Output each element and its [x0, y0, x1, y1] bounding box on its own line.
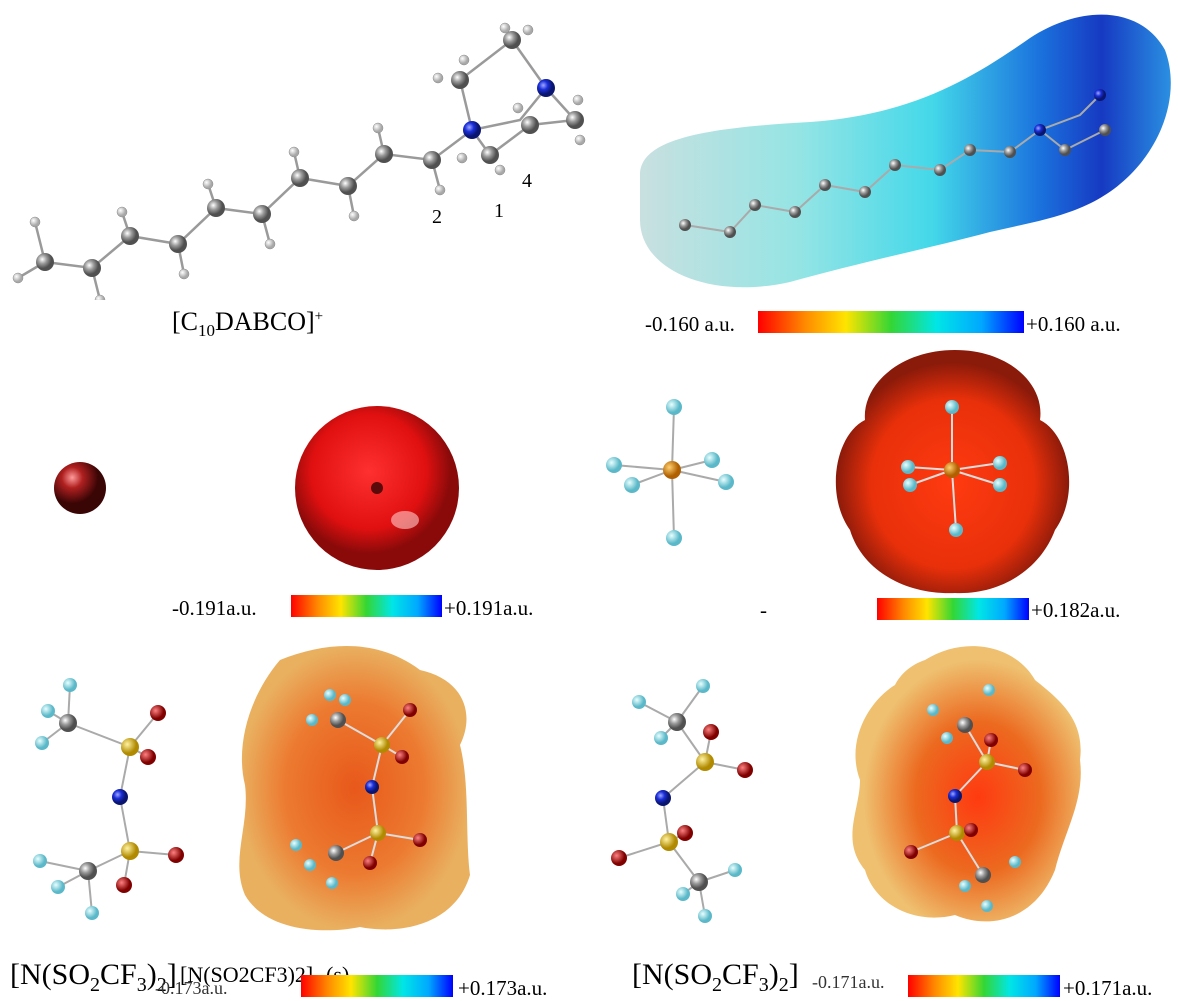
atom-number-4: 4 [522, 170, 532, 192]
cation-label: [C10DABCO]+ [172, 307, 324, 341]
chloride-color-scale-bar [291, 595, 442, 617]
cation-ball-and-stick [12, 22, 586, 300]
ntf2-as-label: [N(SO2CF3)2] [632, 958, 799, 996]
chloride-panel [0, 380, 600, 600]
ntf2-s-scale-min: -0.173a.u. [155, 978, 228, 998]
chloride-structures [54, 406, 459, 570]
cation-esp-surface-panel [610, 0, 1178, 300]
pf6-panel [600, 345, 1178, 595]
pf6-scale-min: - [760, 598, 767, 622]
ntf2-as-scale-max: +0.171a.u. [1063, 976, 1153, 1000]
cation-color-scale-bar [758, 311, 1024, 333]
cation-esp-surface [640, 14, 1171, 288]
cation-structure-panel: 2 1 4 [0, 0, 600, 300]
pf6-color-scale-bar [877, 598, 1029, 620]
ntf2-s-scale-max: +0.173a.u. [458, 976, 548, 1000]
chloride-scale-min: -0.191a.u. [172, 596, 257, 620]
atom-number-1: 1 [494, 200, 504, 222]
ntf2-s-structures [33, 646, 470, 931]
cation-scale-min: -0.160 a.u. [645, 312, 735, 336]
ntf2-as-scale-min: -0.171a.u. [812, 972, 885, 992]
ntf2-s-panel [0, 635, 520, 955]
atom-number-2: 2 [432, 206, 442, 228]
ntf2-s-label: [N(SO2CF3)2] [10, 958, 177, 996]
chloride-scale-max: +0.191a.u. [444, 596, 534, 620]
ntf2-as-structures [611, 646, 1081, 923]
pf6-scale-max: +0.182a.u. [1031, 598, 1121, 622]
cation-scale-max: +0.160 a.u. [1026, 312, 1121, 336]
ntf2-as-panel [595, 630, 1178, 950]
pf6-structures [606, 350, 1070, 594]
ntf2-s-color-scale-bar [301, 975, 453, 997]
ntf2-as-color-scale-bar [908, 975, 1060, 997]
